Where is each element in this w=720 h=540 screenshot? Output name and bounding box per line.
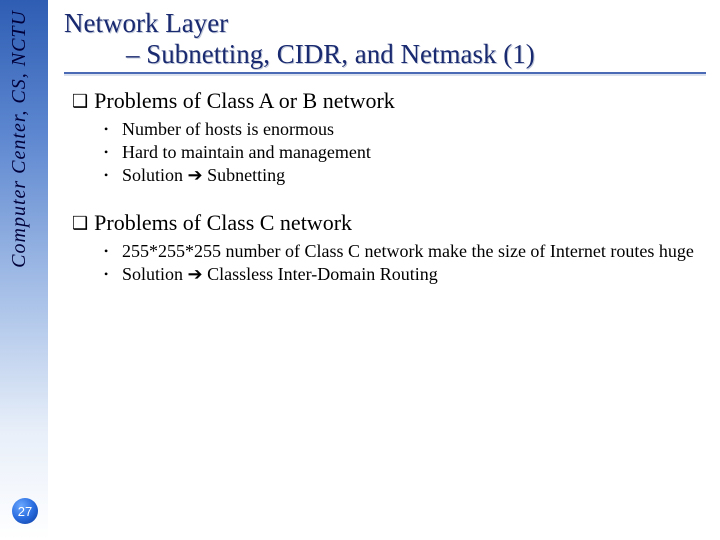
title-block: Network Layer – Subnetting, CIDR, and Ne… [64,8,706,74]
list-item: • Number of hosts is enormous [104,118,706,140]
dot-bullet-icon: • [104,240,112,262]
page-number-badge: 27 [12,498,38,524]
section-heading-1: ❑ Problems of Class A or B network [72,88,706,114]
sidebar-org-text: Computer Center, CS, NCTU [8,10,31,268]
section-2-bullets: • 255*255*255 number of Class C network … [104,240,706,285]
title-line-1: Network Layer [64,8,706,39]
bullet-text: Number of hosts is enormous [122,118,706,140]
dot-bullet-icon: • [104,263,112,285]
bullet-text: Solution ➔ Classless Inter-Domain Routin… [122,263,706,285]
section-1: ❑ Problems of Class A or B network • Num… [64,88,706,186]
list-item: • Solution ➔ Classless Inter-Domain Rout… [104,263,706,285]
bullet-text: Hard to maintain and management [122,141,706,163]
slide-content: Network Layer – Subnetting, CIDR, and Ne… [64,8,706,286]
page-number-text: 27 [18,504,32,519]
section-heading-2: ❑ Problems of Class C network [72,210,706,236]
section-1-bullets: • Number of hosts is enormous • Hard to … [104,118,706,186]
square-bullet-icon: ❑ [72,88,88,114]
bullet-text: 255*255*255 number of Class C network ma… [122,240,706,262]
sidebar-gradient: Computer Center, CS, NCTU [0,0,48,540]
list-item: • Solution ➔ Subnetting [104,164,706,186]
section-2-title: Problems of Class C network [94,210,352,236]
dot-bullet-icon: • [104,118,112,140]
section-1-title: Problems of Class A or B network [94,88,395,114]
sidebar-org-label: Computer Center, CS, NCTU [8,10,32,268]
title-subtitle: Subnetting, CIDR, and Netmask (1) [146,39,534,69]
dot-bullet-icon: • [104,141,112,163]
list-item: • Hard to maintain and management [104,141,706,163]
list-item: • 255*255*255 number of Class C network … [104,240,706,262]
dot-bullet-icon: • [104,164,112,186]
title-dash: – [126,39,146,69]
title-underline [64,72,706,74]
square-bullet-icon: ❑ [72,210,88,236]
section-2: ❑ Problems of Class C network • 255*255*… [64,210,706,285]
bullet-text: Solution ➔ Subnetting [122,164,706,186]
title-line-2: – Subnetting, CIDR, and Netmask (1) [64,39,706,70]
